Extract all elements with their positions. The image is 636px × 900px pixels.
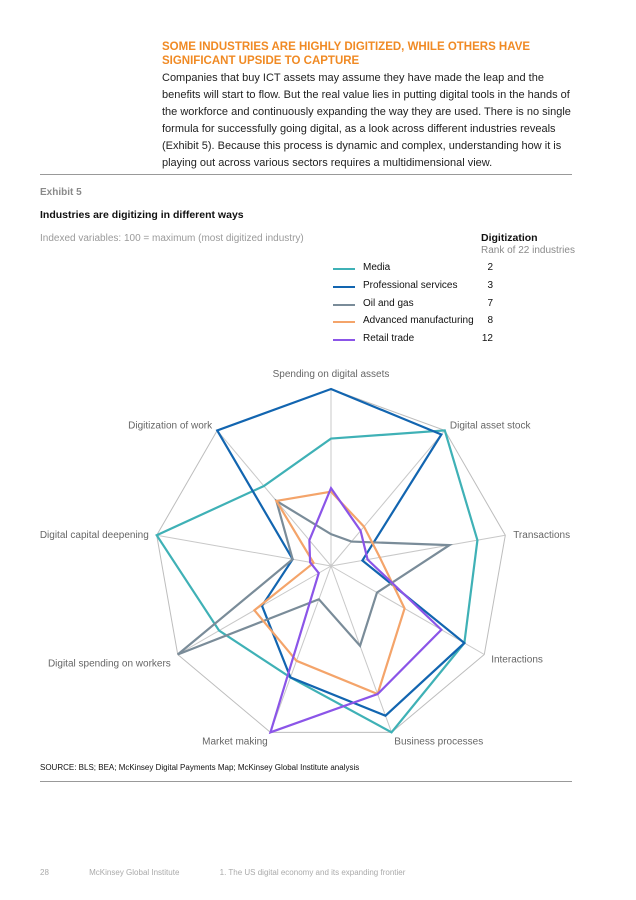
series-advanced-manufacturing <box>252 490 406 696</box>
legend-swatch <box>333 286 355 288</box>
footer-chapter: 1. The US digital economy and its expand… <box>219 868 406 877</box>
axis-label: Spending on digital assets <box>273 369 390 380</box>
section-heading: SOME INDUSTRIES ARE HIGHLY DIGITIZED, WH… <box>162 41 531 67</box>
legend-label: Oil and gas <box>363 298 414 309</box>
radar-axis-labels: Spending on digital assets Digital asset … <box>40 369 570 747</box>
radar-spoke <box>330 534 506 567</box>
axis-label: Market making <box>202 736 268 747</box>
legend-rank: 8 <box>487 315 493 326</box>
radar-series <box>155 387 479 735</box>
radar-spoke <box>330 430 446 567</box>
bottom-divider <box>40 781 572 782</box>
legend-item-professional-services: Professional services 3 <box>333 280 493 294</box>
legend-item-oil-and-gas: Oil and gas 7 <box>333 298 493 312</box>
legend-rank: 2 <box>487 262 493 273</box>
legend-swatch <box>333 339 355 341</box>
axis-label: Digital capital deepening <box>40 530 149 541</box>
series-oil-and-gas <box>177 498 454 656</box>
series-media <box>155 429 479 734</box>
top-divider <box>40 174 572 175</box>
legend-rank: 3 <box>487 280 493 291</box>
legend-label: Retail trade <box>363 333 415 344</box>
legend-item-advanced-manufacturing: Advanced manufacturing 8 <box>333 315 493 329</box>
legend-label: Media <box>363 262 391 273</box>
radar-spoke <box>156 534 332 567</box>
legend-rank: 12 <box>481 333 493 344</box>
axis-label: Digitization of work <box>128 420 213 431</box>
intro-paragraph: Companies that buy ICT assets may assume… <box>162 72 571 169</box>
exhibit-label: Exhibit 5 <box>40 187 82 198</box>
legend-subtitle: Rank of 22 industries <box>481 245 575 256</box>
legend-item-media: Media 2 <box>333 262 493 276</box>
chart-title: Industries are digitizing in different w… <box>40 209 244 221</box>
radar-spoke <box>216 430 332 567</box>
legend-label: Professional services <box>363 280 458 291</box>
radar-spoke <box>330 565 393 733</box>
axis-label: Interactions <box>491 655 543 666</box>
series-professional-services <box>215 387 467 717</box>
page-footer: 28 McKinsey Global Institute 1. The US d… <box>40 868 580 877</box>
radar-spoke <box>269 565 332 733</box>
footer-publisher: McKinsey Global Institute <box>89 868 180 877</box>
legend-label: Advanced manufacturing <box>363 315 474 326</box>
page-number: 28 <box>40 868 49 877</box>
legend-swatch <box>333 268 355 270</box>
legend-swatch <box>333 321 355 323</box>
radar-grid <box>156 388 506 733</box>
legend-swatch <box>333 304 355 306</box>
chart-subtitle: Indexed variables: 100 = maximum (most d… <box>40 233 304 244</box>
legend-rank: 7 <box>487 298 493 309</box>
source-note: SOURCE: BLS; BEA; McKinsey Digital Payme… <box>40 763 360 772</box>
axis-label: Business processes <box>394 736 483 747</box>
radar-outer-ring <box>156 388 506 733</box>
axis-label: Digital spending on workers <box>48 659 171 670</box>
axis-label: Digital asset stock <box>450 420 532 431</box>
legend-title: Digitization <box>481 232 538 244</box>
legend-item-retail-trade: Retail trade 12 <box>333 333 493 347</box>
axis-label: Transactions <box>513 530 570 541</box>
radar-chart: Spending on digital assets Digital asset … <box>40 369 570 747</box>
series-retail-trade <box>268 485 443 735</box>
